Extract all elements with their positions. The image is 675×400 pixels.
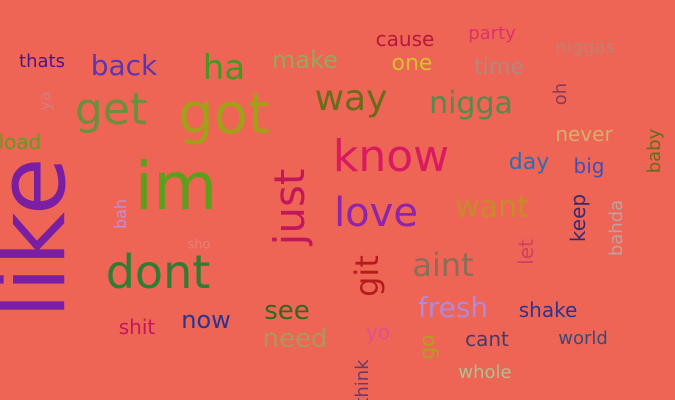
cloud-word: want <box>455 190 529 225</box>
cloud-word: way <box>314 78 388 119</box>
cloud-word: love <box>334 190 418 236</box>
cloud-word: dont <box>105 245 211 299</box>
cloud-word: niggas <box>555 37 615 58</box>
cloud-word: big <box>573 154 605 178</box>
cloud-word: fresh <box>417 291 489 324</box>
cloud-word: baby <box>644 128 665 174</box>
cloud-word: get <box>74 84 148 135</box>
cloud-word: let <box>514 239 538 265</box>
cloud-word: party <box>468 23 516 44</box>
cloud-word: day <box>508 150 550 175</box>
cloud-word: yo <box>365 320 391 344</box>
cloud-word: sho <box>187 237 211 253</box>
cloud-word: aint <box>412 246 474 284</box>
cloud-word: go <box>415 334 439 360</box>
cloud-word: see <box>264 296 310 326</box>
cloud-word: just <box>265 168 314 246</box>
cloud-word: ya <box>35 91 54 111</box>
cloud-word: keep <box>566 193 590 243</box>
cloud-word: back <box>90 49 158 82</box>
cloud-word: shit <box>118 315 156 339</box>
cloud-word: git <box>348 255 386 297</box>
cloud-word: bahda <box>606 199 627 257</box>
cloud-word: time <box>474 55 524 80</box>
cloud-word: like <box>0 157 87 319</box>
cloud-word: thats <box>19 51 65 72</box>
cloud-word: whole <box>458 362 512 383</box>
cloud-word: need <box>262 324 328 354</box>
cloud-word: cause <box>375 27 435 51</box>
cloud-word: world <box>558 328 608 349</box>
cloud-word: shake <box>518 298 578 322</box>
cloud-word: load <box>0 130 42 154</box>
cloud-word: think <box>352 359 373 400</box>
cloud-word: bah <box>111 198 130 230</box>
cloud-word: know <box>332 131 450 182</box>
cloud-word: oh <box>550 82 571 106</box>
cloud-word: never <box>555 122 613 146</box>
cloud-word: nigga <box>429 86 513 121</box>
cloud-word: ha <box>202 48 246 88</box>
cloud-word: im <box>134 148 218 225</box>
cloud-word: cant <box>465 327 509 351</box>
cloud-word: make <box>272 46 338 74</box>
cloud-word: got <box>178 82 270 147</box>
cloud-word: one <box>391 51 433 76</box>
cloud-word: now <box>181 306 231 334</box>
